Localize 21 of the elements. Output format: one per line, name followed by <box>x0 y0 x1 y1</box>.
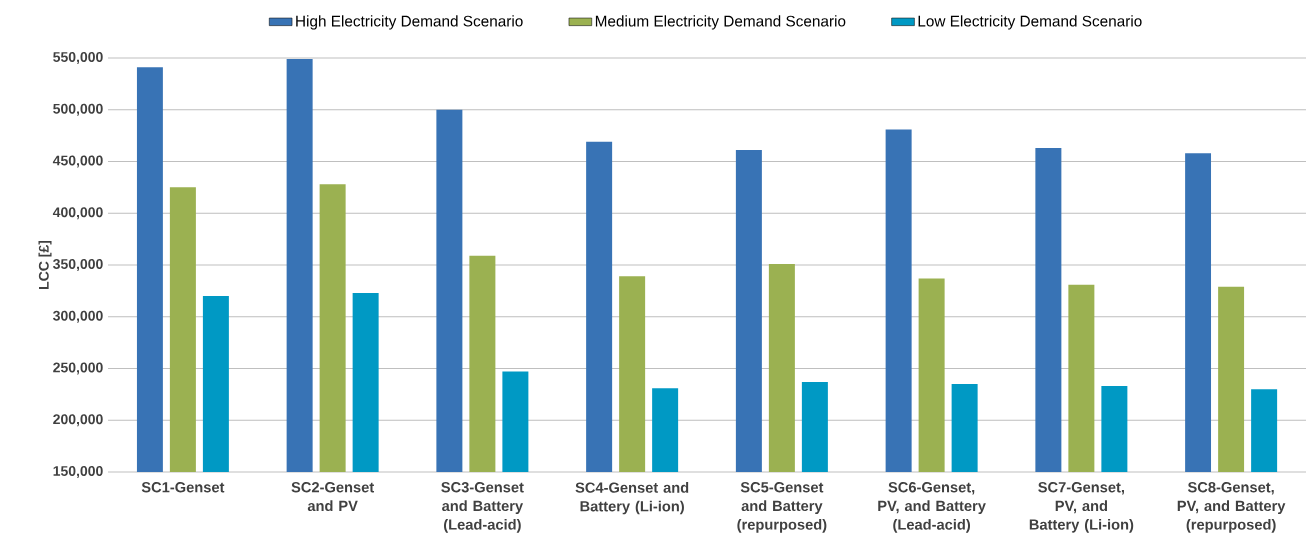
x-tick-label: SC8-Genset, PV, and Battery (repurposed) <box>1177 482 1286 533</box>
y-tick-label: 350,000 <box>53 259 103 271</box>
x-tick-label: SC7-Genset, PV, and Battery (Li-ion) <box>1029 482 1134 533</box>
x-tick-label: SC6-Genset, PV, and Battery (Lead-acid) <box>878 482 986 533</box>
y-tick-label: 400,000 <box>52 207 103 220</box>
y-axis-title: LCC [£] <box>38 240 52 289</box>
y-tick-label: 250,000 <box>53 362 103 375</box>
x-tick-label: SC3-Genset and Battery (Lead-acid) <box>441 482 524 533</box>
legend-label: High Electricity Demand Scenario <box>296 15 523 30</box>
y-tick-label: 550,000 <box>53 52 103 64</box>
legend-label: Medium Electricity Demand Scenario <box>595 15 846 30</box>
x-tick-label: SC4-Genset and Battery (Li-ion) <box>575 482 689 515</box>
y-tick-label: 500,000 <box>53 103 103 116</box>
y-tick-label: 150,000 <box>53 466 103 478</box>
x-tick-label: SC1-Genset <box>141 482 225 493</box>
x-tick-label: SC2-Genset and PV <box>291 482 375 512</box>
legend-label: Low Electricity Demand Scenario <box>918 15 1142 30</box>
y-tick-label: 200,000 <box>53 414 103 427</box>
y-tick-label: 450,000 <box>52 155 103 168</box>
x-tick-label: SC5-Genset and Battery (repurposed) <box>737 482 827 533</box>
y-tick-label: 300,000 <box>53 310 103 323</box>
